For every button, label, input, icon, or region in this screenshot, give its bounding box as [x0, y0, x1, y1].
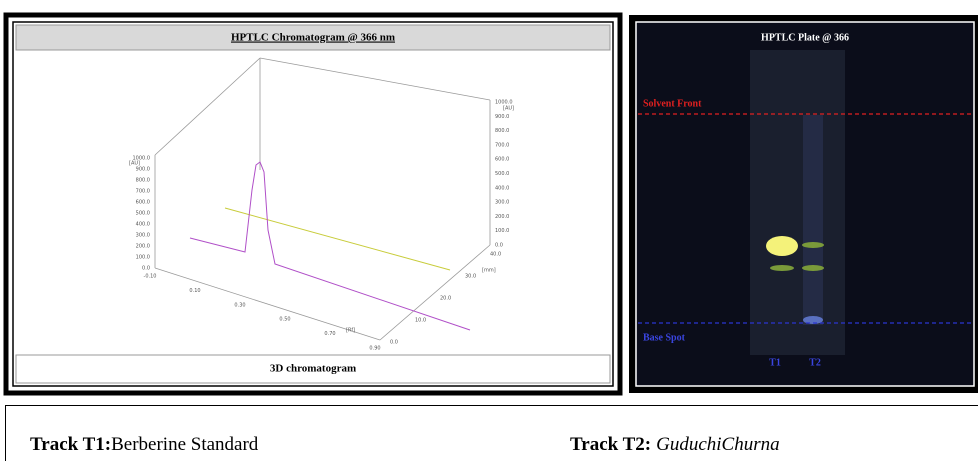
chromatogram-title: HPTLC Chromatogram @ 366 nm — [231, 32, 395, 44]
page: HPTLC Chromatogram @ 366 nm 3D chromatog… — [0, 0, 978, 461]
x-tick-label: -0.10 — [144, 274, 157, 280]
left-tick-label: 500.0 — [136, 211, 150, 217]
right-tick-label: 500.0 — [495, 171, 509, 177]
x-tick-label: 0.10 — [189, 288, 200, 294]
plate — [750, 50, 845, 355]
depth-tick-label: 0.0 — [390, 340, 398, 346]
left-tick-label: 800.0 — [136, 178, 150, 184]
depth-tick-label: 30.0 — [465, 274, 476, 280]
spot — [766, 236, 798, 256]
left-tick-label: 300.0 — [136, 233, 150, 239]
right-tick-label: 800.0 — [495, 128, 509, 134]
track-label: T2 — [809, 357, 821, 368]
right-tick-label: 400.0 — [495, 185, 509, 191]
left-tick-label: 700.0 — [136, 189, 150, 195]
streak — [803, 115, 823, 325]
x-axis-unit: [Rf] — [346, 328, 355, 334]
left-tick-label: 400.0 — [136, 222, 150, 228]
caption-text: GuduchiChurna — [656, 434, 780, 455]
figure: HPTLC Chromatogram @ 366 nm 3D chromatog… — [0, 0, 978, 461]
left-tick-label: 200.0 — [136, 244, 150, 250]
x-tick-label: 0.50 — [279, 317, 290, 323]
track-label: T1 — [769, 357, 781, 368]
right-tick-label: 100.0 — [495, 228, 509, 234]
caption-t1: Track T1:Berberine Standard — [30, 434, 259, 455]
depth-axis-unit: [mm] — [482, 268, 496, 274]
right-tick-label: 700.0 — [495, 142, 509, 148]
caption-label: Track T2: — [570, 434, 651, 455]
caption-text: Berberine Standard — [111, 434, 259, 455]
right-tick-label: 300.0 — [495, 200, 509, 206]
caption-label: Track T1: — [30, 434, 111, 455]
left-axis-unit: [AU] — [129, 161, 140, 167]
right-tick-label: 600.0 — [495, 157, 509, 163]
depth-tick-label: 20.0 — [440, 296, 451, 302]
x-tick-label: 0.70 — [324, 331, 335, 337]
right-tick-label: 200.0 — [495, 214, 509, 220]
left-tick-label: 900.0 — [136, 167, 150, 173]
solvent-front-label: Solvent Front — [643, 98, 702, 109]
left-tick-label: 0.0 — [142, 266, 150, 272]
spot — [802, 242, 824, 248]
spot — [802, 265, 824, 271]
right-tick-label: 0.0 — [495, 243, 503, 249]
chromatogram-footer: 3D chromatogram — [270, 363, 356, 375]
left-tick-label: 600.0 — [136, 200, 150, 206]
base-spot-label: Base Spot — [643, 332, 686, 343]
plate-title: HPTLC Plate @ 366 — [761, 32, 849, 43]
left-panel — [6, 15, 620, 393]
spot — [770, 265, 794, 271]
x-tick-label: 0.30 — [234, 302, 245, 308]
right-tick-label: 900.0 — [495, 114, 509, 120]
x-tick-label: 0.90 — [369, 346, 380, 352]
caption-t2: Track T2:GuduchiChurna — [570, 434, 780, 455]
depth-tick-label: 10.0 — [415, 318, 426, 324]
right-axis-unit: [AU] — [503, 106, 514, 112]
depth-tick-label: 40.0 — [490, 252, 501, 258]
left-tick-label: 100.0 — [136, 255, 150, 261]
